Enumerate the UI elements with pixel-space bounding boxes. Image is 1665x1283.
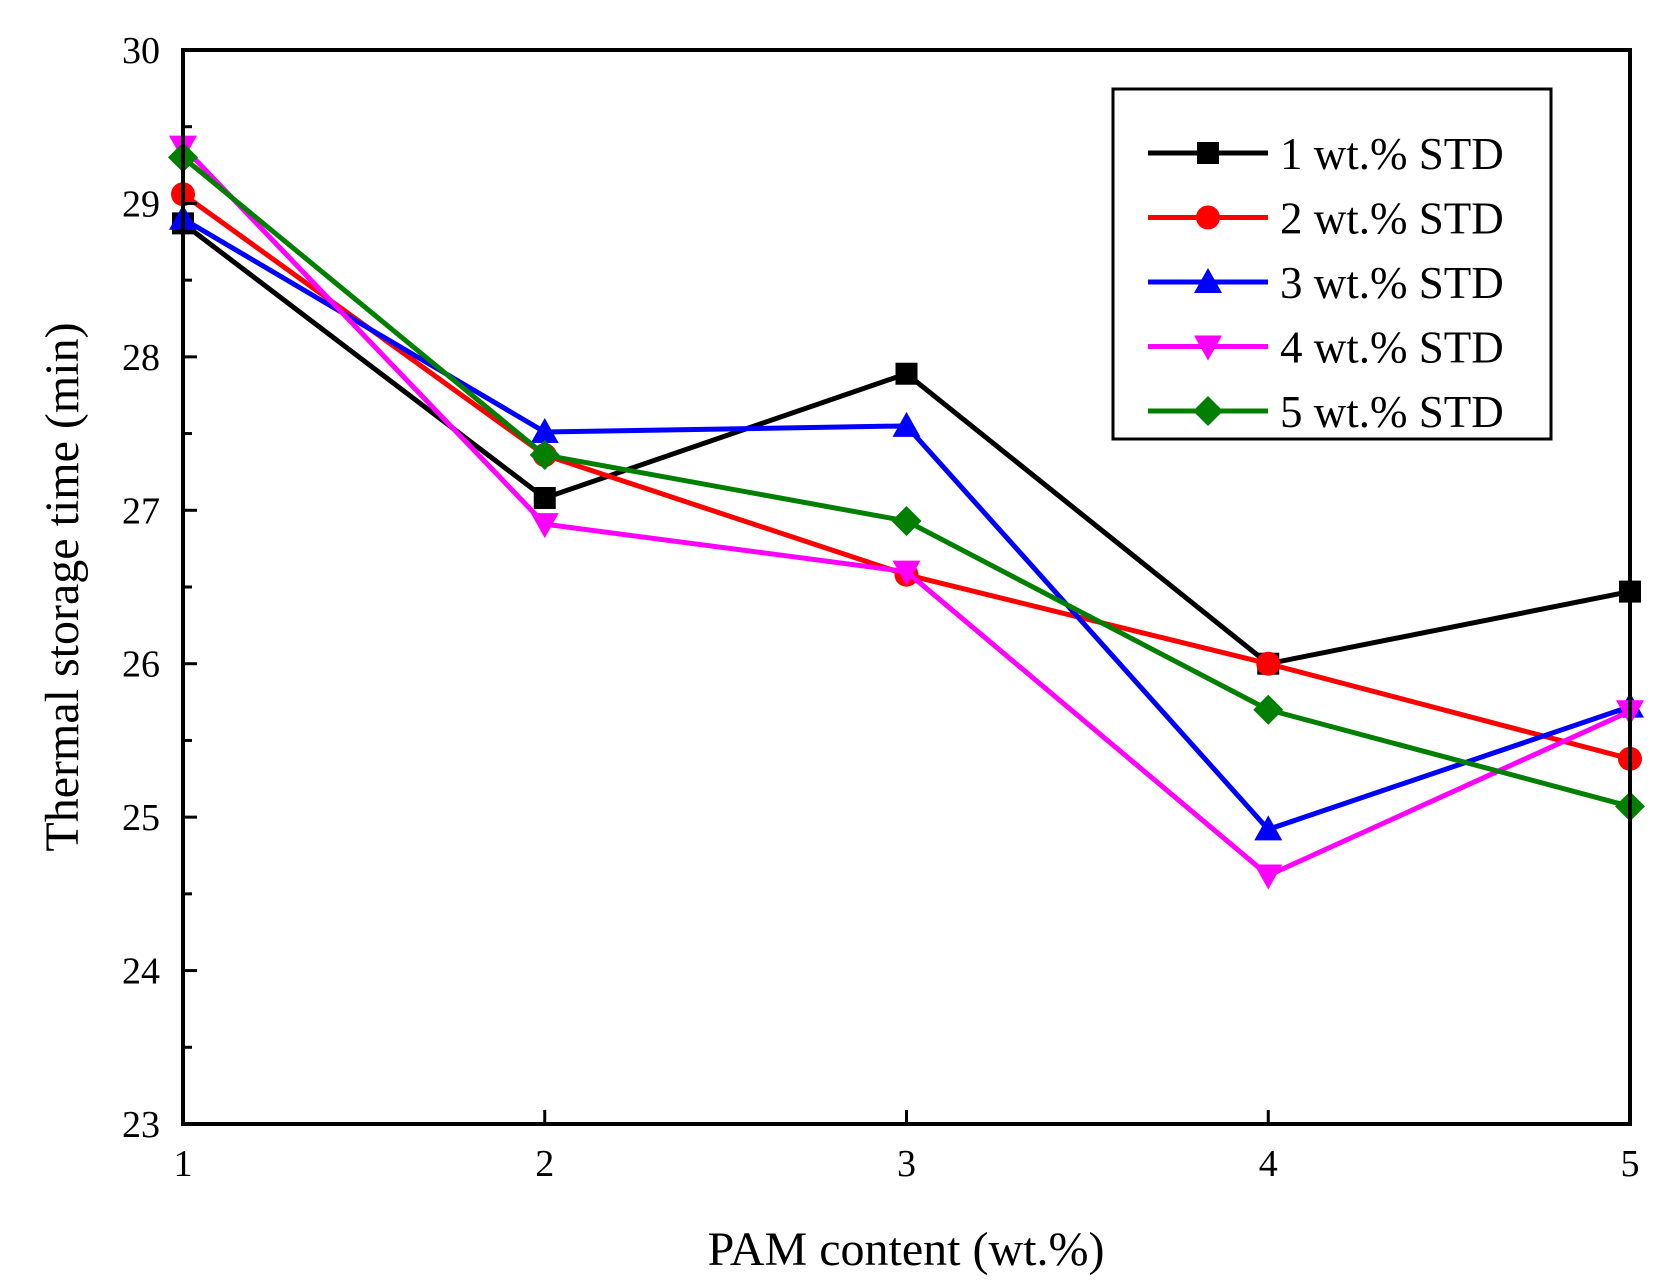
y-axis-title: Thermal storage time (min) bbox=[36, 322, 89, 851]
legend-label: 4 wt.% STD bbox=[1280, 323, 1504, 373]
legend-marker bbox=[1194, 268, 1222, 293]
legend-label: 2 wt.% STD bbox=[1280, 194, 1504, 244]
data-point bbox=[1253, 694, 1284, 725]
legend-label: 3 wt.% STD bbox=[1280, 258, 1504, 308]
data-point bbox=[892, 560, 921, 586]
legend-marker bbox=[1193, 396, 1223, 426]
legend-item-1: 1 wt.% STD bbox=[1148, 129, 1504, 179]
data-point bbox=[529, 440, 560, 471]
legend-items: 1 wt.% STD 2 wt.% STD 3 wt.% STD 4 wt.% STD… bbox=[1148, 129, 1504, 437]
legend: 1 wt.% STD 2 wt.% STD 3 wt.% STD 4 wt.% STD… bbox=[1111, 87, 1553, 441]
x-tick-label: 4 bbox=[1259, 1143, 1278, 1185]
x-tick-label: 3 bbox=[897, 1143, 916, 1185]
legend-item-2: 2 wt.% STD bbox=[1148, 194, 1504, 244]
y-tick-label: 26 bbox=[122, 644, 160, 686]
legend-marker bbox=[1194, 335, 1222, 361]
data-point bbox=[895, 362, 918, 385]
x-tick-label: 5 bbox=[1621, 1143, 1640, 1185]
data-point bbox=[1256, 651, 1281, 676]
y-tick-label: 24 bbox=[122, 951, 160, 993]
y-tick-label: 28 bbox=[122, 337, 160, 379]
data-point bbox=[530, 513, 559, 539]
x-tick-label: 1 bbox=[174, 1143, 193, 1185]
legend-marker bbox=[1196, 205, 1220, 230]
y-tick-label: 29 bbox=[122, 183, 160, 225]
y-tick-label: 25 bbox=[122, 797, 160, 839]
legend-label: 5 wt.% STD bbox=[1280, 387, 1504, 437]
data-point bbox=[533, 487, 556, 510]
legend-item-4: 4 wt.% STD bbox=[1148, 323, 1504, 373]
legend-marker bbox=[1197, 142, 1219, 164]
x-tick-label: 2 bbox=[535, 1143, 554, 1185]
legend-label: 1 wt.% STD bbox=[1280, 129, 1504, 179]
y-tick-label: 30 bbox=[122, 30, 160, 72]
data-point bbox=[1254, 815, 1283, 841]
x-axis-title: PAM content (wt.%) bbox=[708, 1223, 1105, 1276]
legend-box bbox=[1111, 87, 1553, 441]
y-tick-label: 27 bbox=[122, 490, 160, 532]
y-tick-label: 23 bbox=[122, 1104, 160, 1146]
data-point bbox=[530, 418, 559, 444]
data-point bbox=[892, 411, 921, 437]
legend-item-5: 5 wt.% STD bbox=[1148, 387, 1504, 437]
legend-item-3: 3 wt.% STD bbox=[1148, 258, 1504, 308]
data-point bbox=[891, 506, 922, 537]
data-point bbox=[1254, 864, 1283, 890]
